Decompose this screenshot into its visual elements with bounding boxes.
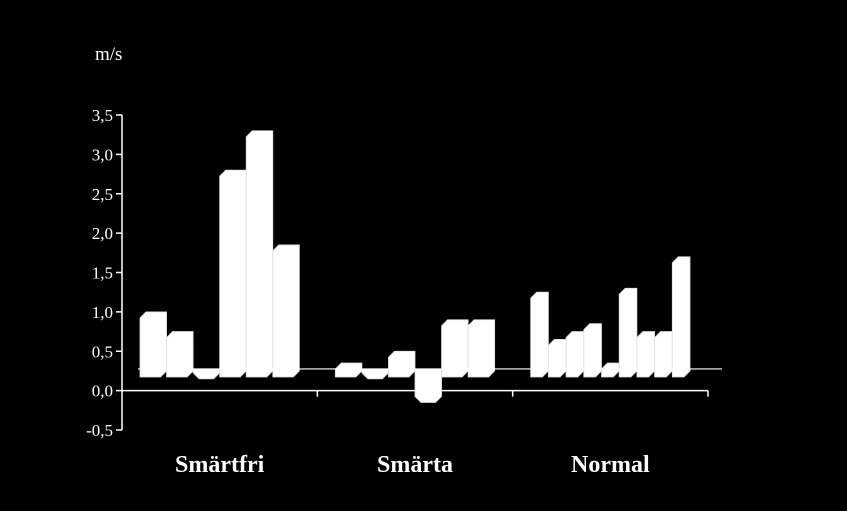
bar: [547, 339, 567, 378]
bar: [272, 244, 300, 378]
y-tick-label: 3,0: [92, 145, 113, 164]
category-label: Smärta: [377, 452, 453, 478]
bar: [361, 368, 389, 380]
category-label: Smärtfri: [175, 452, 265, 478]
y-unit-label: m/s: [95, 44, 122, 65]
bar: [388, 350, 416, 378]
bar: [334, 362, 363, 378]
y-tick-label: 0,0: [92, 382, 113, 401]
bar: [166, 331, 194, 378]
bar: [441, 319, 469, 378]
y-tick-label: 2,5: [92, 185, 113, 204]
y-tick-label: 1,0: [92, 303, 113, 322]
bar: [636, 331, 655, 378]
bar: [414, 368, 442, 403]
bars: [139, 130, 691, 403]
y-tick-label: 0,5: [92, 342, 113, 361]
bar: [467, 319, 496, 378]
y-tick-label: -0,5: [86, 421, 113, 440]
y-axis: -0,5 0,0 0,5 1,0 1,5 2,0 2,5 3,0 3,5: [86, 106, 123, 440]
bar: [671, 256, 691, 378]
bar: [219, 169, 247, 378]
category-label: Normal: [571, 452, 650, 478]
bar: [139, 311, 167, 378]
bar: [245, 130, 274, 378]
bar: [192, 368, 221, 380]
bar: [654, 331, 673, 378]
category-labels: Smärtfri Smärta Normal: [175, 452, 650, 478]
bar: [530, 291, 549, 378]
bar: [583, 323, 602, 378]
y-tick-label: 3,5: [92, 106, 113, 125]
bar: [618, 287, 638, 378]
y-tick-label: 1,5: [92, 264, 113, 283]
y-tick-label: 2,0: [92, 224, 113, 243]
bar: [565, 331, 585, 378]
